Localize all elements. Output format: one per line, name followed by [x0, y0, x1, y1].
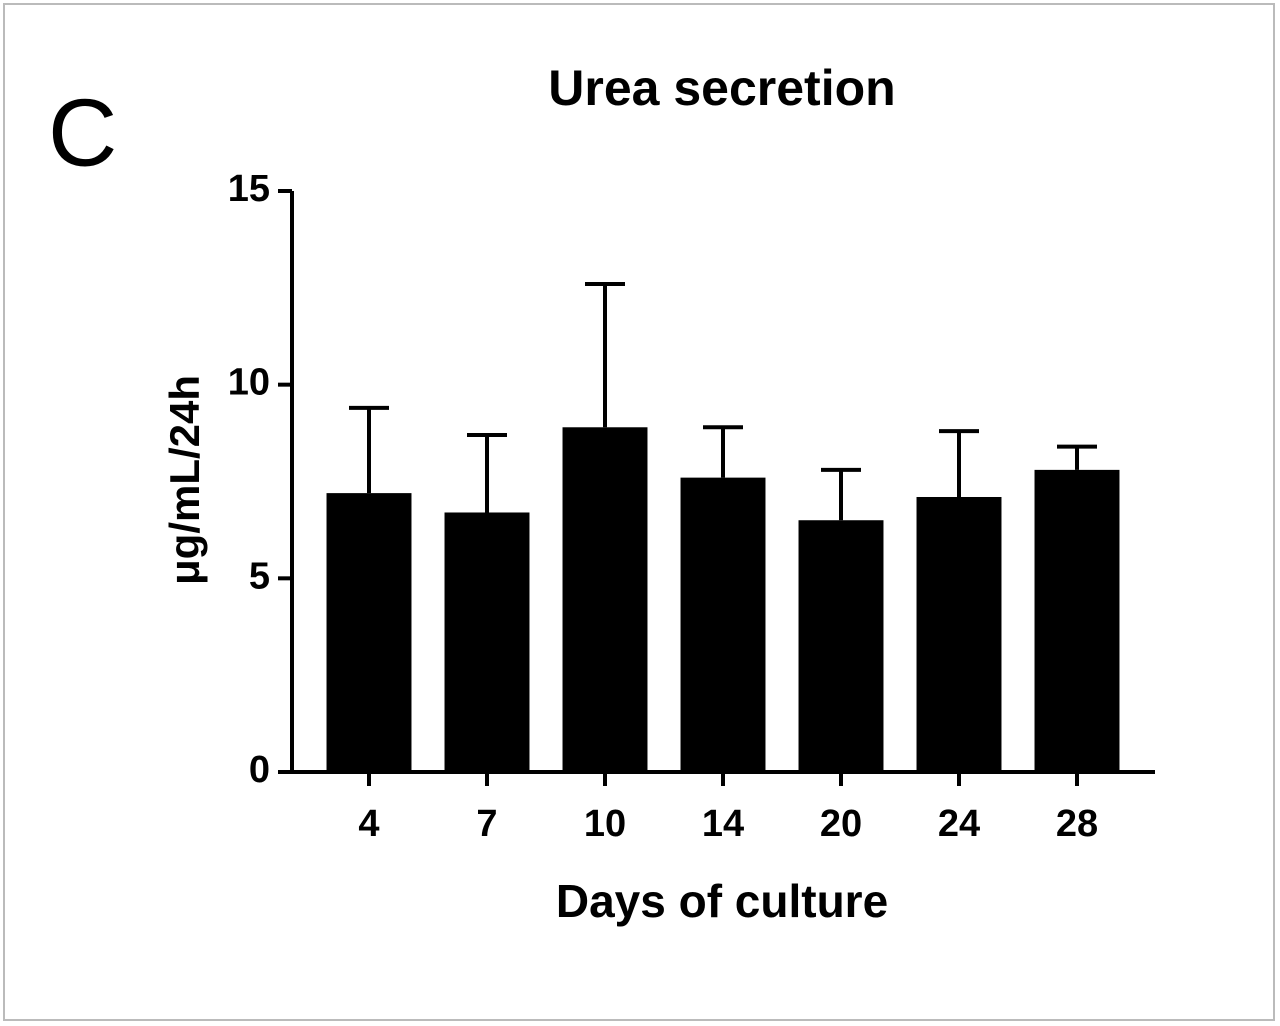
y-tick-label: 10 [228, 362, 270, 404]
x-tick-label: 20 [820, 803, 862, 845]
x-tick-label: 14 [702, 803, 744, 845]
chart-title: Urea secretion [548, 60, 895, 116]
x-tick-label: 28 [1056, 803, 1098, 845]
bar [562, 427, 648, 772]
y-tick-label: 15 [228, 168, 270, 210]
x-tick-label: 10 [584, 803, 626, 845]
y-tick-label: 0 [249, 749, 270, 791]
panel-label: C [48, 79, 117, 186]
x-tick-label: 7 [476, 803, 497, 845]
x-tick-label: 4 [358, 803, 379, 845]
bar [1034, 469, 1120, 772]
bar [798, 520, 884, 772]
bar [916, 496, 1002, 772]
x-axis-label: Days of culture [556, 875, 888, 927]
y-tick-label: 5 [249, 555, 270, 597]
bar [326, 493, 412, 772]
bar [444, 512, 530, 772]
x-tick-label: 24 [938, 803, 980, 845]
y-axis-label: μg/mL/24h [161, 375, 208, 585]
bar [680, 477, 766, 772]
